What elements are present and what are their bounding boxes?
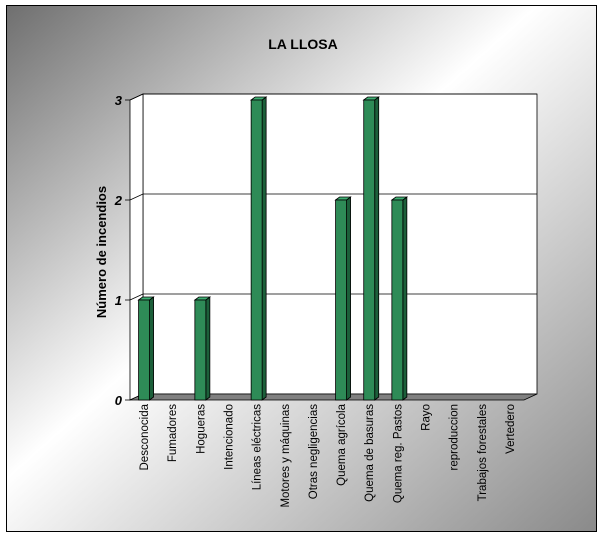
bar-front: [363, 99, 376, 401]
bar-side: [402, 196, 408, 401]
bar: [193, 296, 212, 401]
x-tick-label: Quema de basuras: [364, 404, 376, 502]
x-tick-label: Quema reg. Pastos: [392, 404, 404, 503]
gridline: [129, 93, 537, 101]
bar-side: [346, 196, 351, 401]
bar-front: [194, 299, 207, 401]
bar: [362, 96, 380, 401]
plot-floor: [129, 393, 538, 401]
y-tick-label: 0: [115, 393, 123, 408]
bar-front: [391, 199, 404, 401]
bar: [390, 196, 409, 401]
bar-side: [261, 96, 267, 401]
y-axis-label: Número de incendios: [94, 186, 109, 318]
bar-side: [149, 296, 154, 401]
bar-front: [335, 199, 347, 401]
x-tick-label: Desconocida: [139, 403, 151, 470]
bar: [249, 96, 268, 401]
x-tick-label: Otras negligencias: [308, 404, 320, 499]
gridline: [129, 193, 537, 201]
x-tick-label: Rayo: [421, 404, 433, 431]
chart-title: LA LLOSA: [268, 36, 337, 52]
x-tick-label: Motores y máquinas: [280, 404, 292, 508]
bar-front: [250, 99, 263, 401]
bar-side: [374, 96, 380, 401]
x-tick-label: Quema agrícola: [336, 403, 348, 485]
x-tick-label: Vertedero: [505, 404, 517, 454]
x-tick-label: Fumadores: [167, 404, 179, 462]
x-tick-label: Trabajos forestales: [477, 404, 489, 502]
y-tick-label: 1: [115, 293, 122, 308]
x-tick-label: Intencionado: [224, 404, 236, 470]
bar: [334, 196, 352, 401]
bar-front: [138, 299, 150, 401]
bar-side: [205, 296, 211, 401]
y-tick-label: 2: [114, 193, 123, 208]
chart-frame: [6, 5, 597, 532]
x-tick-label: Hogueras: [195, 404, 207, 454]
y-tick-label: 3: [115, 93, 123, 108]
x-tick-label: reproduccion: [449, 404, 461, 470]
x-tick-label: Líneas eléctricas: [252, 404, 264, 491]
bar: [137, 296, 155, 401]
